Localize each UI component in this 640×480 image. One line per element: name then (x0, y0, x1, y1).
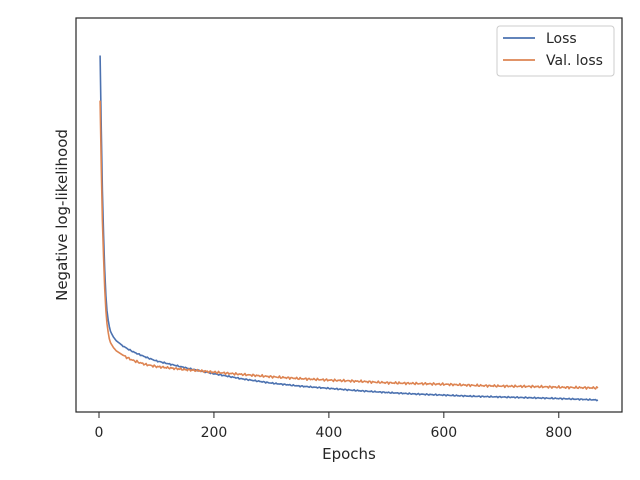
plot-area (75, 17, 623, 413)
legend-label-val-loss: Val. loss (546, 53, 603, 69)
plot-frame (75, 17, 623, 413)
series-line-val-loss (99, 100, 599, 390)
x-axis-label: Epochs (322, 445, 376, 463)
legend-label-loss: Loss (546, 31, 577, 47)
x-tick-label: 400 (316, 425, 343, 441)
x-tick-label: 200 (201, 425, 228, 441)
x-tick-label: 600 (430, 425, 457, 441)
plot-background (76, 18, 622, 412)
x-axis: 0 200 400 600 800 (95, 412, 572, 441)
y-axis-label: Negative log-likelihood (53, 129, 71, 301)
series-line-loss (99, 55, 599, 402)
x-tick-label: 0 (95, 425, 104, 441)
x-tick-label: 800 (545, 425, 572, 441)
legend: Loss Val. loss (496, 25, 615, 77)
series-layer (99, 55, 599, 402)
